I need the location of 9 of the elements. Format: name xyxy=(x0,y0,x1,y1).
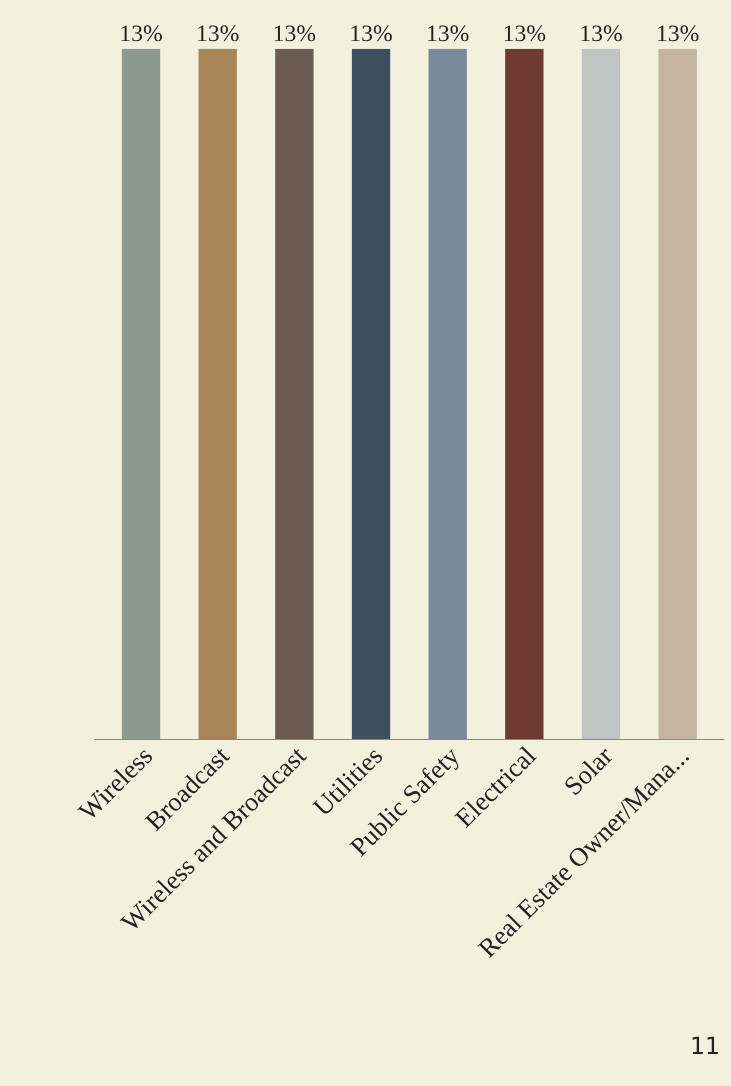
data-label: 13% xyxy=(658,25,699,42)
data-label: 13% xyxy=(198,25,239,42)
data-label: 13% xyxy=(121,25,162,42)
data-label: 13% xyxy=(581,25,622,42)
data-label: 13% xyxy=(274,25,316,42)
data-label: 13% xyxy=(351,25,392,42)
text: 11 xyxy=(692,1036,718,1054)
data-label: 13% xyxy=(504,25,546,42)
data-label: 13% xyxy=(428,25,469,42)
